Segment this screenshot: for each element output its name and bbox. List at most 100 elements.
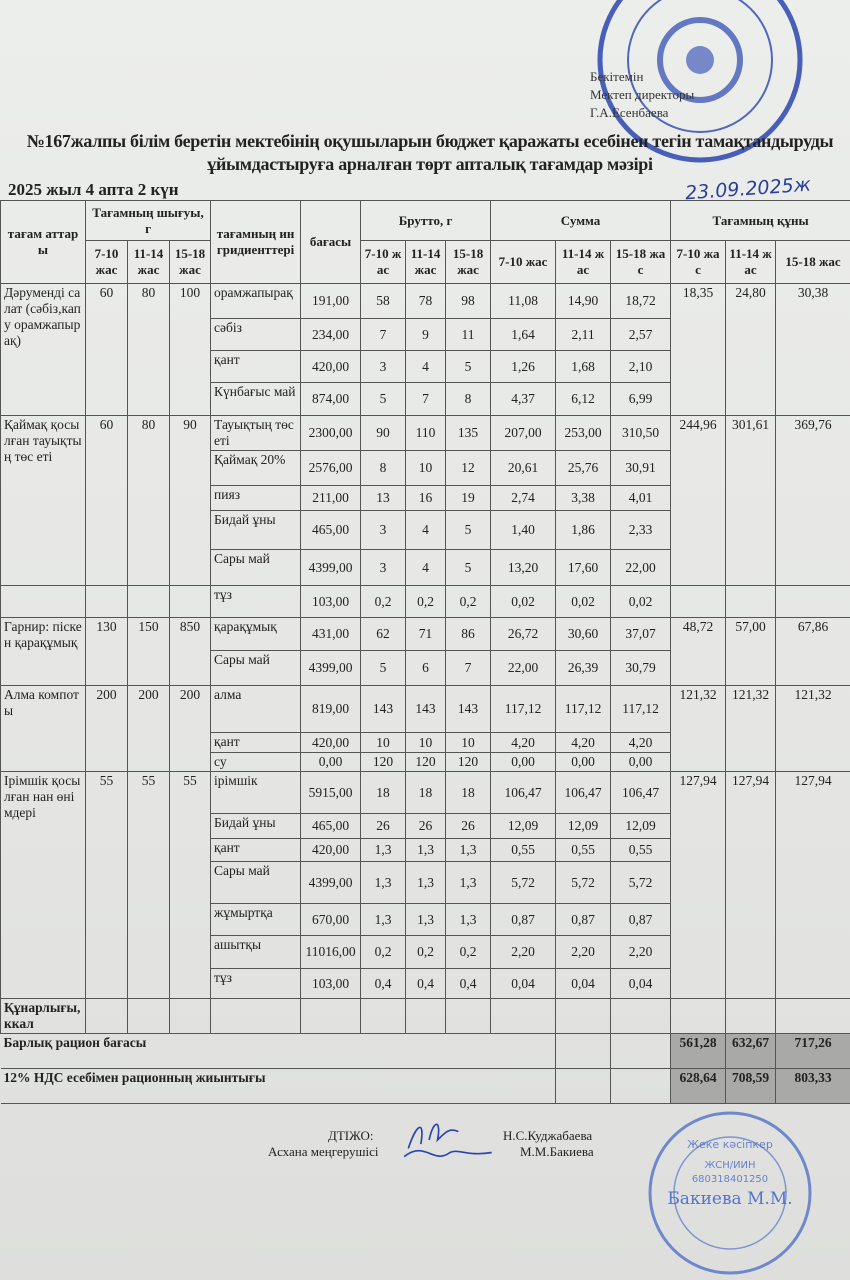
ingredient-name: қант [210,838,302,862]
kcal-row: Құнарлығы, ккал [0,998,850,1034]
sum-cell: 5,72 [490,861,557,904]
document-title: №167жалпы білім беретін мектебінің оқушы… [26,131,834,174]
ingredient-price: 2300,00 [300,415,362,451]
header-sum: Сумма [490,200,672,241]
sum-cell: 4,01 [610,485,672,511]
sum-cell: 0,87 [490,903,557,936]
sum-cell: 2,20 [490,935,557,969]
ingredient-price: 465,00 [300,813,362,839]
output-cell: 55 [85,771,128,999]
output-cell: 850 [168,617,212,686]
ingredient-name: ашытқы [210,935,302,969]
output-cell: 80 [127,415,170,586]
vat-total-value: 708,59 [725,1068,777,1104]
sum-cell: 4,37 [490,382,557,416]
brutto-cell: 0,2 [405,585,447,618]
sum-cell: 2,20 [610,935,672,969]
dish-cost-cell: 301,61 [725,415,777,586]
header-age-brutto: 15-18 жас [445,240,492,284]
sum-cell: 106,47 [555,771,612,814]
brutto-cell: 1,3 [445,861,492,904]
brutto-cell: 71 [405,617,447,651]
header-age-cost: 7-10 жас [670,240,727,284]
vat-total-row: 12% НДС есебімен рационның жиынтығы 628,6… [0,1068,850,1104]
sum-cell: 0,87 [555,903,612,936]
ingredient-price: 211,00 [300,485,362,511]
output-cell: 150 [127,617,170,686]
dish-cost-cell: 57,00 [725,617,777,686]
sum-cell: 14,90 [555,283,612,319]
dish-name: Гарнир: піскен қарақұмық [0,617,86,686]
ingredient-name: Тауықтың төс еті [210,415,302,451]
sum-cell: 310,50 [610,415,672,451]
sum-cell: 22,00 [490,650,557,686]
brutto-cell: 0,2 [445,585,492,618]
brutto-cell: 3 [360,350,407,383]
sum-cell: 6,99 [610,382,672,416]
sum-cell: 5,72 [555,861,612,904]
total-value: 717,26 [775,1033,850,1069]
dish-cost-cell: 121,32 [775,685,850,772]
header-age-output: 7-10 жас [85,240,128,284]
brutto-cell: 78 [405,283,447,319]
brutto-cell: 8 [360,450,407,486]
sum-cell: 1,40 [490,510,557,550]
sum-cell: 0,00 [490,752,557,772]
kcal-cell [210,998,302,1034]
ingredient-name: Сары май [210,650,302,686]
header-age-sum: 11-14 жас [555,240,612,284]
vat-total-value: 628,64 [670,1068,727,1104]
brutto-cell: 4 [405,350,447,383]
ingredient-price: 420,00 [300,350,362,383]
ingredient-name: пияз [210,485,302,511]
kcal-label: Құнарлығы, ккал [0,998,86,1034]
brutto-cell: 0,2 [445,935,492,969]
kitchen-head-name: М.М.Бакиева [520,1144,594,1159]
brutto-cell: 5 [445,350,492,383]
sum-cell: 18,72 [610,283,672,319]
brutto-cell: 5 [445,510,492,550]
sum-cell: 37,07 [610,617,672,651]
ingredient-name: қарақұмық [210,617,302,651]
approval-line: Г.А.Есенбаева [590,105,669,120]
sum-cell: 12,09 [555,813,612,839]
brutto-cell: 1,3 [360,861,407,904]
kcal-cell [490,998,557,1034]
brutto-cell: 5 [360,650,407,686]
vat-total-value: 803,33 [775,1068,850,1104]
ingredient-name: ірімшік [210,771,302,814]
brutto-cell: 16 [405,485,447,511]
brutto-cell: 11 [445,318,492,351]
kcal-cell [405,998,447,1034]
school-seal-icon [597,0,803,163]
brutto-cell: 10 [445,732,492,753]
sum-cell: 106,47 [610,771,672,814]
stamp-text: 680318401250 [692,1174,768,1185]
ingredient-price: 420,00 [300,838,362,862]
header-age-cost: 15-18 жас [775,240,850,284]
brutto-cell: 12 [445,450,492,486]
sum-cell: 0,02 [610,585,672,618]
table-row: қант 420,00 10 10 10 4,20 4,20 4,20 [1,732,850,753]
sum-cell: 2,74 [490,485,557,511]
ingredient-price: 465,00 [300,510,362,550]
sum-cell: 106,47 [490,771,557,814]
sum-cell: 2,20 [555,935,612,969]
ingredient-name: Қаймақ 20% [210,450,302,486]
table-row: Алма компоты 200 200 200 алма 819,00 143 143 143… [0,685,850,772]
header-cost: Тағамның құны [670,200,850,241]
entrepreneur-stamp-icon: Жеке кәсіпкер ЖСН/ИИН 680318401250 Бакие… [648,1111,812,1275]
header-age-sum: 7-10 жас [490,240,557,284]
output-cell: 60 [85,415,128,586]
kcal-cell [610,998,672,1034]
table-row: Қаймақ қосылған тауықтың төс еті 60 80 90 Та… [0,415,850,586]
brutto-cell: 143 [445,685,492,733]
output-cell: 80 [127,283,170,416]
sum-cell: 1,64 [490,318,557,351]
brutto-cell: 5 [360,382,407,416]
kitchen-head-label: Асхана меңгерушісі [268,1144,379,1159]
sum-cell: 0,02 [490,585,557,618]
sum-cell: 6,12 [555,382,612,416]
stamp-text: ЖСН/ИИН [704,1160,755,1171]
sum-cell: 0,87 [610,903,672,936]
